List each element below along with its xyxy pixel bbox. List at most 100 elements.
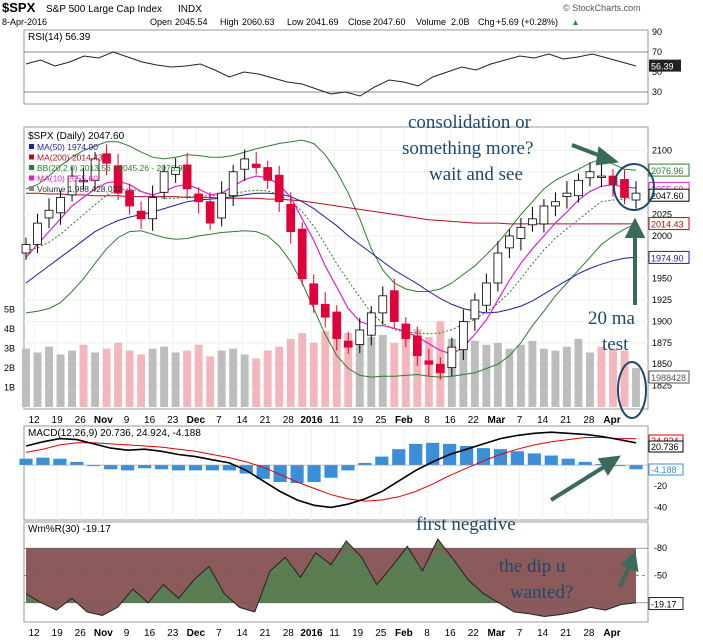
x-tick-bottom-16: Feb	[395, 628, 413, 639]
volume-bar	[286, 338, 295, 407]
bb-middle-line	[25, 188, 637, 335]
price-tag-4: 1974.90	[651, 253, 684, 263]
legend-item-3: BB(20,2.0) 2013.56 - 2045.26 - 2076.96	[37, 163, 188, 173]
candle-body	[228, 171, 238, 197]
macd-hist-bar	[239, 465, 253, 474]
x-tick-bottom-5: 16	[144, 628, 156, 639]
candle-body	[435, 363, 445, 374]
x-tick-bottom-25: Apr	[603, 628, 620, 639]
x-tick-mid-17: 8	[424, 415, 430, 426]
volume-bar	[33, 352, 42, 407]
candle-body	[33, 222, 42, 245]
macd-hist-bar	[290, 465, 304, 484]
x-tick-mid-8: 7	[216, 415, 222, 426]
x-tick-bottom-3: Nov	[94, 628, 113, 639]
price-tick-6: 1950	[652, 274, 672, 284]
price-tag-box-2	[648, 188, 690, 202]
x-tick-bottom-15: 25	[375, 628, 387, 639]
rsi-tick-1: 70	[652, 47, 662, 57]
macd-hist-bar	[561, 458, 575, 466]
legend-swatch-3	[29, 165, 34, 170]
macd-tick-0: -20	[654, 481, 667, 491]
volume-bar	[56, 354, 65, 407]
x-tick-bottom-18: 16	[445, 628, 457, 639]
rsi-tick-0: 90	[652, 27, 662, 37]
chart-header: $SPX S&P 500 Large Cap Index INDX © Stoc…	[2, 0, 641, 27]
candle-body	[286, 203, 296, 233]
x-tick-bottom-10: 21	[260, 628, 272, 639]
volume-bar	[528, 340, 537, 407]
candle-body	[251, 163, 261, 168]
candle-body	[274, 174, 284, 203]
legend-swatch-5	[29, 186, 34, 191]
watermark: © StockCharts.com	[563, 3, 641, 13]
price-tick-8: 1900	[652, 316, 672, 326]
volume-tick-3: 2B	[4, 363, 15, 373]
volume-bar	[413, 329, 422, 407]
ma10-line	[25, 175, 637, 355]
candle-body	[412, 335, 422, 357]
volume-bar	[470, 340, 479, 407]
volume-bar	[68, 350, 76, 407]
x-tick-bottom-19: 22	[468, 628, 480, 639]
legend-swatch-1	[29, 144, 34, 149]
macd-hist-bar	[476, 448, 491, 466]
x-tick-mid-12: 2016	[300, 415, 323, 426]
x-tick-mid-13: 11	[329, 415, 340, 426]
candle-body	[378, 295, 388, 314]
macd-hist-bar	[375, 456, 389, 466]
macd-hist-bar	[273, 465, 287, 482]
rsi-last-label: 56.39	[651, 62, 674, 72]
x-tick-mid-19: 22	[468, 415, 480, 426]
macd-hist-bar	[578, 461, 592, 466]
macd-hist-bar	[188, 465, 203, 471]
high-label: High	[220, 17, 239, 27]
x-tick-bottom-1: 19	[52, 628, 64, 639]
wr-layer: -50 -80 -19.17	[24, 538, 684, 618]
volume-bar	[137, 354, 146, 407]
price-tick-3: 2025	[652, 210, 672, 220]
legend-swatch-4	[29, 175, 34, 181]
x-tick-bottom-14: 19	[352, 628, 364, 639]
macd-title: MACD(12,26,9) 20.736, 24.924, -4.188	[28, 428, 201, 439]
volume-bar	[91, 352, 100, 407]
candle-body	[159, 171, 169, 193]
candle-body	[21, 244, 31, 254]
macd-hist-bar	[19, 458, 33, 466]
volume-tick-2: 3B	[4, 344, 15, 354]
x-tick-bottom-2: 26	[75, 628, 87, 639]
arrow-ma-test-head	[624, 217, 646, 238]
macd-hist-bar	[87, 465, 101, 467]
rsi-layer: 90 70 50 30 56.39	[24, 27, 681, 97]
x-tick-bottom-20: Mar	[488, 628, 506, 639]
volume-bar	[344, 333, 353, 407]
x-tick-mid-16: Feb	[395, 415, 413, 426]
wr-tick-0: -50	[654, 571, 667, 581]
x-tick-bottom-22: 14	[537, 628, 549, 639]
wr-oversold-fill	[26, 548, 636, 617]
candle-body	[620, 179, 629, 198]
volume-bar	[229, 348, 238, 407]
candle-body	[470, 299, 480, 320]
x-tick-mid-10: 21	[260, 415, 272, 426]
macd-hist-bar	[121, 465, 135, 471]
candle-body	[102, 153, 111, 164]
rsi-line	[25, 51, 637, 97]
candle-body	[574, 179, 583, 197]
candle-body	[597, 175, 606, 178]
candle-body	[113, 165, 123, 194]
volume-bar	[194, 344, 203, 407]
volume-bar	[114, 342, 123, 407]
price-title: $SPX (Daily) 2047.60	[28, 131, 125, 142]
candle-body	[148, 197, 157, 220]
volume-bar	[562, 346, 571, 407]
wr-title: Wm%R(30) -19.17	[28, 524, 111, 535]
annotation-consolidation-line1: consolidation or	[408, 112, 532, 133]
price-tag-2: 2047.60	[651, 191, 684, 201]
price-tag-box-5	[648, 370, 690, 384]
x-tick-bottom-12: 2016	[300, 628, 323, 639]
x-tick-mid-7: Dec	[187, 415, 206, 426]
volume-bar	[171, 352, 180, 407]
x-tick-mid-5: 16	[144, 415, 156, 426]
